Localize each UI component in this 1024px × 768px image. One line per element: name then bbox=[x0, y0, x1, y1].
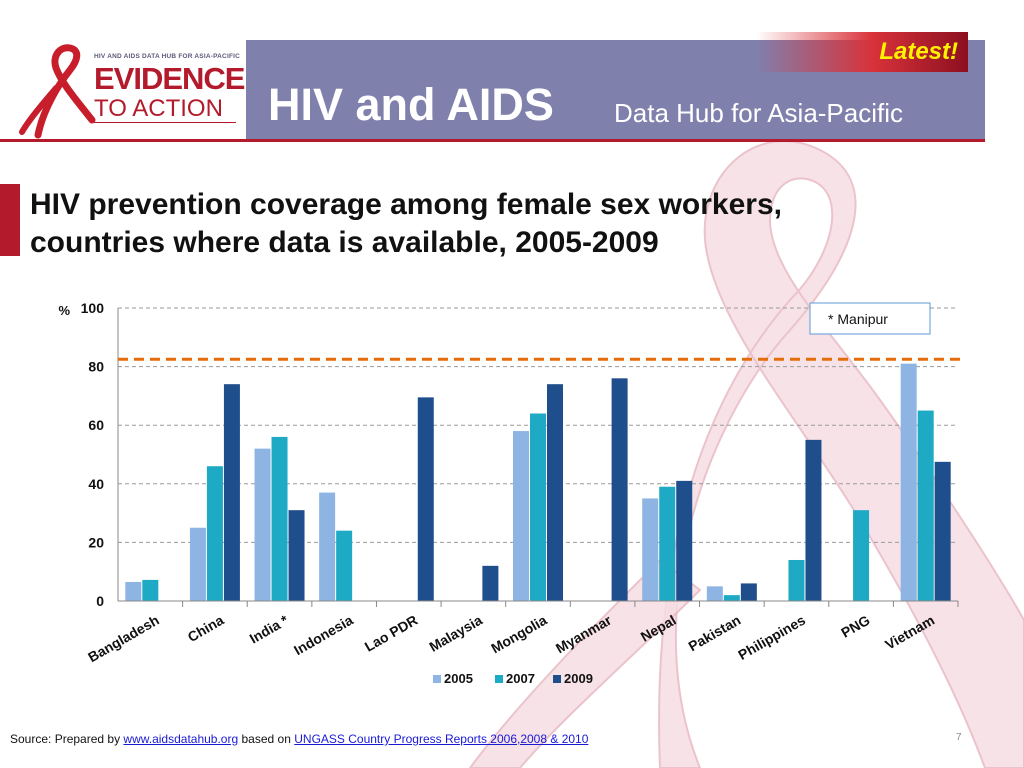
y-tick-label: 60 bbox=[88, 417, 104, 433]
logo: HIV AND AIDS DATA HUB FOR ASIA-PACIFIC E… bbox=[0, 40, 246, 139]
legend-swatch-2007 bbox=[495, 675, 503, 683]
x-tick-label: PNG bbox=[838, 612, 872, 641]
source-prefix: Source: Prepared by bbox=[10, 732, 121, 746]
logo-tagline: HIV AND AIDS DATA HUB FOR ASIA-PACIFIC bbox=[94, 53, 241, 60]
y-tick-label: 0 bbox=[96, 593, 104, 609]
logo-rule bbox=[94, 122, 236, 123]
page-number: 7 bbox=[956, 732, 962, 743]
y-tick-labels: 0 20 40 60 80 100 bbox=[81, 300, 105, 609]
latest-button-label: Latest! bbox=[879, 38, 958, 65]
bar-2009-7 bbox=[611, 378, 628, 601]
bar-2007-0 bbox=[142, 579, 159, 601]
source-middle: based on bbox=[241, 732, 291, 746]
annotation-box: * Manipur bbox=[809, 302, 931, 335]
bar-2005-2 bbox=[254, 448, 271, 601]
bar-2007-10 bbox=[788, 559, 805, 601]
x-tick-label: Bangladesh bbox=[85, 612, 162, 666]
bar-2005-9 bbox=[706, 586, 723, 601]
red-ribbon-icon bbox=[19, 44, 96, 139]
legend-label-2009: 2009 bbox=[564, 671, 593, 686]
legend: 2005 2007 2009 bbox=[433, 671, 593, 686]
header-subtitle: Data Hub for Asia-Pacific bbox=[614, 98, 904, 128]
bars bbox=[125, 363, 959, 607]
bar-2009-8 bbox=[676, 480, 693, 601]
y-axis-label: % bbox=[58, 303, 70, 318]
x-tick-label: Philippines bbox=[735, 612, 808, 663]
bar-2009-4 bbox=[417, 397, 434, 601]
bar-2005-12 bbox=[900, 363, 917, 601]
bar-2007-1 bbox=[206, 466, 223, 601]
bar-2009-10 bbox=[805, 439, 822, 601]
bar-2005-0 bbox=[125, 581, 142, 601]
latest-button-bg bbox=[756, 32, 968, 72]
bar-2007-11 bbox=[853, 510, 870, 601]
legend-swatch-2009 bbox=[553, 675, 561, 683]
legend-label-2005: 2005 bbox=[444, 671, 473, 686]
x-tick-label: Indonesia bbox=[291, 612, 356, 659]
slide-title-line1: HIV prevention coverage among female sex… bbox=[30, 188, 782, 221]
slide-title-line2: countries where data is available, 2005-… bbox=[30, 226, 659, 259]
x-tick-label: China bbox=[185, 612, 227, 645]
bar-2007-3 bbox=[336, 530, 353, 601]
bar-2007-8 bbox=[659, 486, 676, 601]
x-tick-label: Pakistan bbox=[685, 612, 743, 655]
aidsdatahub-link[interactable]: www.aidsdatahub.org bbox=[123, 732, 239, 746]
bar-2009-12 bbox=[934, 461, 951, 601]
y-tick-label: 100 bbox=[81, 300, 105, 316]
x-tick-label: Vietnam bbox=[882, 612, 937, 653]
x-tick-label: Myanmar bbox=[553, 611, 615, 656]
logo-action-text: TO ACTION bbox=[94, 95, 223, 122]
y-tick-label: 40 bbox=[88, 476, 104, 492]
bar-2005-1 bbox=[189, 527, 206, 601]
title-accent-bar bbox=[0, 184, 20, 256]
y-tick-label: 80 bbox=[88, 359, 104, 375]
x-tick-labels: Bangladesh China India * Indonesia Lao PDR Ma… bbox=[85, 611, 937, 665]
bar-2005-8 bbox=[642, 498, 659, 601]
header-title: HIV and AIDS bbox=[268, 79, 554, 130]
x-tick-label: India * bbox=[247, 611, 292, 646]
annotation-text: * Manipur bbox=[828, 311, 888, 327]
x-tick-label: Malaysia bbox=[426, 612, 485, 655]
x-tick-label: Lao PDR bbox=[362, 612, 421, 655]
latest-button[interactable]: Latest! bbox=[756, 32, 968, 72]
bar-2009-5 bbox=[482, 565, 499, 601]
bar-2009-9 bbox=[740, 583, 757, 601]
bar-2005-3 bbox=[319, 492, 336, 601]
x-tick-label: Mongolia bbox=[488, 612, 549, 657]
ungass-reports-link[interactable]: UNGASS Country Progress Reports 2006,200… bbox=[294, 732, 589, 746]
bar-2009-2 bbox=[288, 510, 305, 601]
legend-label-2007: 2007 bbox=[506, 671, 535, 686]
bar-2007-2 bbox=[271, 436, 288, 601]
bar-2007-12 bbox=[917, 410, 934, 601]
bar-2005-6 bbox=[513, 431, 529, 601]
legend-swatch-2005 bbox=[433, 675, 441, 683]
bar-2007-9 bbox=[723, 595, 740, 601]
logo-evidence-text: EVIDENCE bbox=[94, 61, 245, 96]
bar-2009-6 bbox=[547, 384, 563, 601]
x-tick-label: Nepal bbox=[638, 612, 679, 645]
slide-title: HIV prevention coverage among female sex… bbox=[30, 186, 930, 262]
bar-2007-6 bbox=[530, 413, 546, 601]
y-tick-label: 20 bbox=[88, 534, 104, 550]
bar-2009-1 bbox=[223, 384, 240, 601]
source-note: Source: Prepared by www.aidsdatahub.org … bbox=[10, 732, 588, 746]
bar-chart: 0 20 40 60 80 100 Bangladesh China India * Indon… bbox=[58, 300, 966, 686]
